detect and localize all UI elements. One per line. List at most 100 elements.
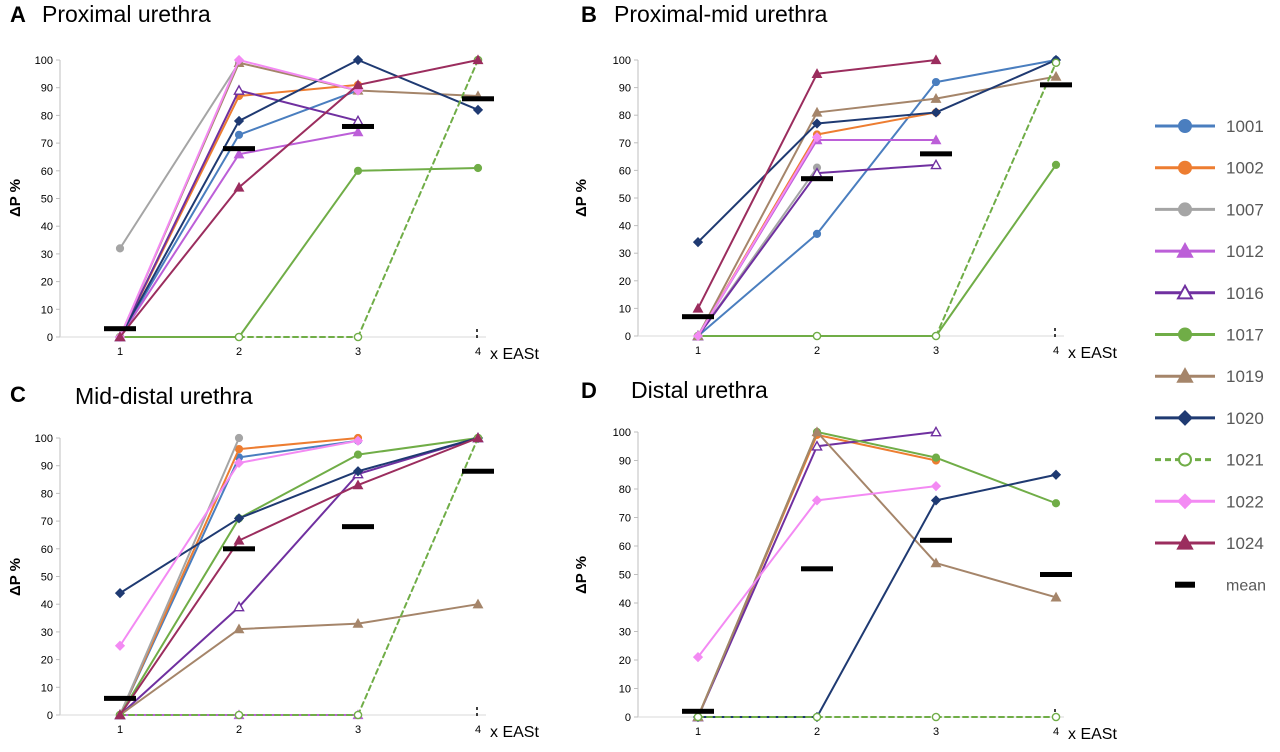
data-point-1022 xyxy=(930,481,942,492)
data-point-1021 xyxy=(931,712,941,722)
series-line-segment xyxy=(238,83,359,189)
mean-bar xyxy=(920,151,952,157)
series-line-segment xyxy=(119,437,240,716)
y-tick-label: 50 xyxy=(619,193,631,205)
y-axis-label: ΔP % xyxy=(573,556,590,594)
y-tick-label: 60 xyxy=(41,544,53,556)
series-line-segment xyxy=(357,59,479,86)
data-point-1022 xyxy=(811,495,823,506)
y-tick-label: 40 xyxy=(619,221,631,233)
panel-d: D Distal urethra ΔP % 0 10 20 30 40 50 60 70 80 90 10… xyxy=(573,377,1117,743)
series-1017 xyxy=(115,163,483,342)
data-point-1019 xyxy=(930,557,942,568)
data-point-1017 xyxy=(1051,160,1061,169)
series-1021 xyxy=(115,433,483,720)
y-tick-label: 40 xyxy=(41,599,53,611)
legend-label: 1024 xyxy=(1226,534,1264,553)
data-point-1020 xyxy=(930,495,942,506)
data-point-1022 xyxy=(114,640,126,651)
data-point-1012 xyxy=(930,134,942,145)
y-tick-label: 50 xyxy=(41,194,53,206)
series-line-segment xyxy=(238,473,359,608)
series-1020 xyxy=(114,54,484,343)
series-line-segment xyxy=(697,136,818,337)
legend-item-mean: mean xyxy=(1175,578,1266,595)
series-1017 xyxy=(115,433,483,720)
data-point-1021 xyxy=(1051,58,1061,68)
x-axis-unit: x EASt xyxy=(1068,726,1117,743)
data-point-1021 xyxy=(812,712,822,722)
y-tick-label: 40 xyxy=(619,598,631,610)
data-point-1016 xyxy=(233,600,245,612)
series-line-segment xyxy=(119,628,240,716)
legend-item-1012: 1012 xyxy=(1155,242,1264,261)
series-line-segment xyxy=(119,186,240,338)
x-tick-label: 3 xyxy=(355,346,361,358)
series-1021 xyxy=(115,55,483,342)
x-tick-label: 1 xyxy=(117,346,123,358)
series-line-segment xyxy=(816,431,937,565)
legend-item-1019: 1019 xyxy=(1155,367,1264,386)
series-line-segment xyxy=(816,97,937,114)
x-tick-label: 1 xyxy=(695,345,701,357)
series-line-segment xyxy=(816,59,937,75)
data-point-1012 xyxy=(233,148,245,159)
panel-c: C Mid-distal urethra ΔP % 0 10 20 30 40 50 60 70 80… xyxy=(7,382,539,741)
series-line-segment xyxy=(697,172,818,337)
series-line-segment xyxy=(935,61,1057,337)
x-tick-label: 4 xyxy=(1053,345,1059,357)
data-point-1021 xyxy=(812,331,822,341)
legend-label: 1021 xyxy=(1226,451,1264,470)
series-line-segment xyxy=(935,562,1057,599)
series-line-segment xyxy=(816,485,937,502)
series-line-segment xyxy=(119,61,240,250)
data-point-1019 xyxy=(472,598,484,609)
mean-bar xyxy=(342,123,374,129)
data-point-1021 xyxy=(353,332,363,342)
data-point-1001 xyxy=(812,229,822,238)
x-tick-label: 4 xyxy=(475,724,481,736)
series-line-segment xyxy=(119,89,240,338)
data-point-1022 xyxy=(352,435,364,446)
x-tick-label: 2 xyxy=(814,345,820,357)
data-point-1020 xyxy=(352,54,364,66)
series-1002 xyxy=(693,430,941,722)
data-point-1020 xyxy=(811,118,823,129)
series-line-segment xyxy=(357,59,479,338)
legend-item-1022: 1022 xyxy=(1155,492,1264,511)
data-point-1021 xyxy=(234,332,244,342)
legend-label: 1019 xyxy=(1226,367,1264,386)
data-point-1021 xyxy=(1051,712,1061,722)
data-point-1024 xyxy=(930,54,942,65)
legend-marker xyxy=(1178,160,1192,175)
mean-bar xyxy=(223,546,255,552)
legend-marker xyxy=(1178,327,1192,342)
y-tick-label: 20 xyxy=(619,276,631,288)
mean-bar xyxy=(342,524,374,530)
panel-a: A Proximal urethra ΔP % 0 10 20 30 40 50 60 70 80 90… xyxy=(7,1,539,363)
series-1001 xyxy=(693,55,1061,341)
data-point-1022 xyxy=(233,54,245,66)
data-point-1002 xyxy=(234,444,244,454)
data-point-1016 xyxy=(930,425,942,437)
y-tick-label: 100 xyxy=(35,433,53,445)
data-point-1001 xyxy=(931,77,941,87)
y-tick-label: 70 xyxy=(619,513,631,525)
panel-title: Distal urethra xyxy=(631,377,768,403)
y-tick-label: 60 xyxy=(619,165,631,177)
x-tick-label: 2 xyxy=(236,346,242,358)
legend-label: 1017 xyxy=(1226,326,1264,345)
y-tick-label: 90 xyxy=(41,461,53,473)
data-point-1012 xyxy=(352,126,364,137)
y-tick-label: 10 xyxy=(41,304,53,316)
y-axis-label: ΔP % xyxy=(7,179,24,217)
series-1021 xyxy=(693,712,1061,722)
x-tick-label: 3 xyxy=(355,724,361,736)
data-point-1022 xyxy=(233,457,245,469)
series-1022 xyxy=(114,435,364,651)
series-line-segment xyxy=(119,119,240,338)
x-axis-unit: x EASt xyxy=(1068,345,1117,362)
data-point-1017 xyxy=(353,166,363,175)
mean-bar xyxy=(682,314,714,320)
series-line-segment xyxy=(935,59,1057,84)
